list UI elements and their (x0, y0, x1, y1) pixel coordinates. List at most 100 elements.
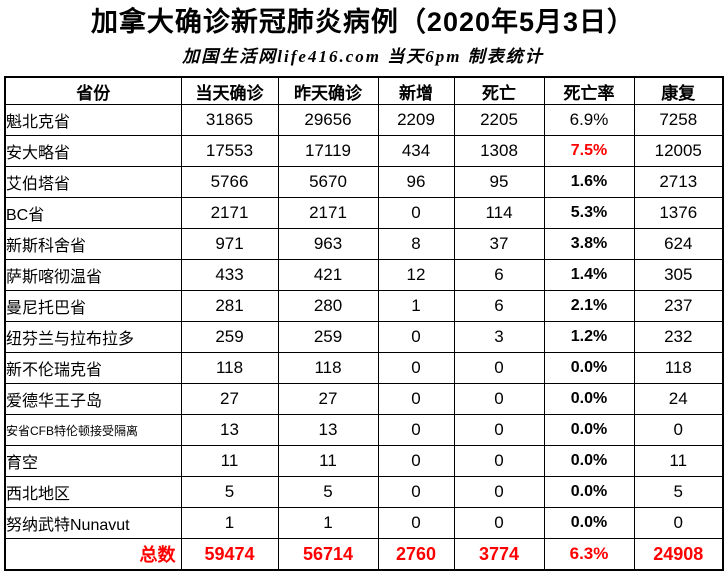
today-confirmed-cell: 5766 (180, 166, 279, 199)
new-cases-cell: 0 (377, 383, 455, 416)
covid-cases-table: 省份 当天确诊 昨天确诊 新增 死亡 死亡率 康复 魁北克省 31865 29656 2209 22… (4, 76, 724, 572)
recovered-cell: 5 (633, 476, 724, 509)
province-name-cell: 魁北克省 (4, 104, 182, 137)
yesterday-confirmed-cell: 118 (277, 352, 379, 385)
deaths-cell: 6 (453, 259, 545, 292)
death-rate-cell: 2.1% (543, 290, 635, 323)
total-recovered-cell: 24908 (633, 538, 724, 571)
deaths-cell: 0 (453, 476, 545, 509)
death-rate-cell: 0.0% (543, 383, 635, 416)
death-rate-cell: 5.3% (543, 197, 635, 230)
column-header-5: 死亡 (453, 76, 545, 106)
death-rate-cell: 1.2% (543, 321, 635, 354)
death-rate-cell: 1.6% (543, 166, 635, 199)
death-rate-cell: 0.0% (543, 352, 635, 385)
new-cases-cell: 8 (377, 228, 455, 261)
new-cases-cell: 96 (377, 166, 455, 199)
recovered-cell: 237 (633, 290, 724, 323)
province-name-cell: BC省 (4, 197, 182, 230)
yesterday-confirmed-cell: 11 (277, 445, 379, 478)
death-rate-cell: 1.4% (543, 259, 635, 292)
deaths-cell: 2205 (453, 104, 545, 137)
yesterday-confirmed-cell: 280 (277, 290, 379, 323)
new-cases-cell: 0 (377, 476, 455, 509)
today-confirmed-cell: 5 (180, 476, 279, 509)
table-row: 新斯科舍省 971 963 8 37 3.8% 624 (4, 228, 724, 261)
province-name-cell: 努纳武特Nunavut (4, 507, 182, 540)
death-rate-cell: 0.0% (543, 507, 635, 540)
today-confirmed-cell: 13 (180, 414, 279, 447)
today-confirmed-cell: 259 (180, 321, 279, 354)
province-name-cell: 艾伯塔省 (4, 166, 182, 199)
today-confirmed-cell: 971 (180, 228, 279, 261)
table-row: 西北地区 5 5 0 0 0.0% 5 (4, 476, 724, 509)
deaths-cell: 0 (453, 414, 545, 447)
today-confirmed-cell: 17553 (180, 135, 279, 168)
recovered-cell: 232 (633, 321, 724, 354)
province-name-cell: 西北地区 (4, 476, 182, 509)
deaths-cell: 3 (453, 321, 545, 354)
province-name-cell: 育空 (4, 445, 182, 478)
death-rate-cell: 0.0% (543, 414, 635, 447)
column-header-1: 省份 (4, 76, 182, 106)
recovered-cell: 24 (633, 383, 724, 416)
yesterday-confirmed-cell: 421 (277, 259, 379, 292)
new-cases-cell: 0 (377, 414, 455, 447)
death-rate-cell: 0.0% (543, 476, 635, 509)
table-row: 曼尼托巴省 281 280 1 6 2.1% 237 (4, 290, 724, 323)
table-row: 纽芬兰与拉布拉多 259 259 0 3 1.2% 232 (4, 321, 724, 354)
deaths-cell: 0 (453, 383, 545, 416)
table-total-row: 总数 59474 56714 2760 3774 6.3% 24908 (4, 538, 724, 571)
column-header-6: 死亡率 (543, 76, 635, 106)
column-header-3: 昨天确诊 (277, 76, 379, 106)
new-cases-cell: 434 (377, 135, 455, 168)
deaths-cell: 0 (453, 507, 545, 540)
page-title: 加拿大确诊新冠肺炎病例（2020年5月3日） (90, 7, 636, 37)
table-row: 努纳武特Nunavut 1 1 0 0 0.0% 0 (4, 507, 724, 540)
death-rate-cell: 6.9% (543, 104, 635, 137)
recovered-cell: 624 (633, 228, 724, 261)
today-confirmed-cell: 1 (180, 507, 279, 540)
yesterday-confirmed-cell: 13 (277, 414, 379, 447)
province-name-cell: 新斯科舍省 (4, 228, 182, 261)
province-name-cell: 纽芬兰与拉布拉多 (4, 321, 182, 354)
column-header-7: 康复 (633, 76, 724, 106)
new-cases-cell: 0 (377, 321, 455, 354)
table-row: 新不伦瑞克省 118 118 0 0 0.0% 118 (4, 352, 724, 385)
new-cases-cell: 12 (377, 259, 455, 292)
column-header-4: 新增 (377, 76, 455, 106)
today-confirmed-cell: 11 (180, 445, 279, 478)
total-yesterday-confirmed-cell: 56714 (277, 538, 379, 571)
today-confirmed-cell: 433 (180, 259, 279, 292)
yesterday-confirmed-cell: 259 (277, 321, 379, 354)
recovered-cell: 0 (633, 507, 724, 540)
new-cases-cell: 0 (377, 507, 455, 540)
province-name-cell: 新不伦瑞克省 (4, 352, 182, 385)
deaths-cell: 6 (453, 290, 545, 323)
recovered-cell: 118 (633, 352, 724, 385)
new-cases-cell: 2209 (377, 104, 455, 137)
yesterday-confirmed-cell: 29656 (277, 104, 379, 137)
province-name-cell: 曼尼托巴省 (4, 290, 182, 323)
total-new-cases-cell: 2760 (377, 538, 455, 571)
table-row: BC省 2171 2171 0 114 5.3% 1376 (4, 197, 724, 230)
province-name-cell: 安大略省 (4, 135, 182, 168)
today-confirmed-cell: 31865 (180, 104, 279, 137)
province-name-cell: 爱德华王子岛 (4, 383, 182, 416)
page-subtitle: 加国生活网life416.com 当天6pm 制表统计 (182, 47, 544, 67)
total-today-confirmed-cell: 59474 (180, 538, 279, 571)
yesterday-confirmed-cell: 27 (277, 383, 379, 416)
death-rate-cell: 3.8% (543, 228, 635, 261)
table-row: 安省CFB特伦顿接受隔离 13 13 0 0 0.0% 0 (4, 414, 724, 447)
yesterday-confirmed-cell: 17119 (277, 135, 379, 168)
deaths-cell: 114 (453, 197, 545, 230)
deaths-cell: 37 (453, 228, 545, 261)
table-row: 爱德华王子岛 27 27 0 0 0.0% 24 (4, 383, 724, 416)
table-row: 安大略省 17553 17119 434 1308 7.5% 12005 (4, 135, 724, 168)
yesterday-confirmed-cell: 2171 (277, 197, 379, 230)
today-confirmed-cell: 2171 (180, 197, 279, 230)
death-rate-cell: 0.0% (543, 445, 635, 478)
total-death-rate-cell: 6.3% (543, 538, 635, 571)
province-name-cell: 安省CFB特伦顿接受隔离 (4, 414, 182, 447)
